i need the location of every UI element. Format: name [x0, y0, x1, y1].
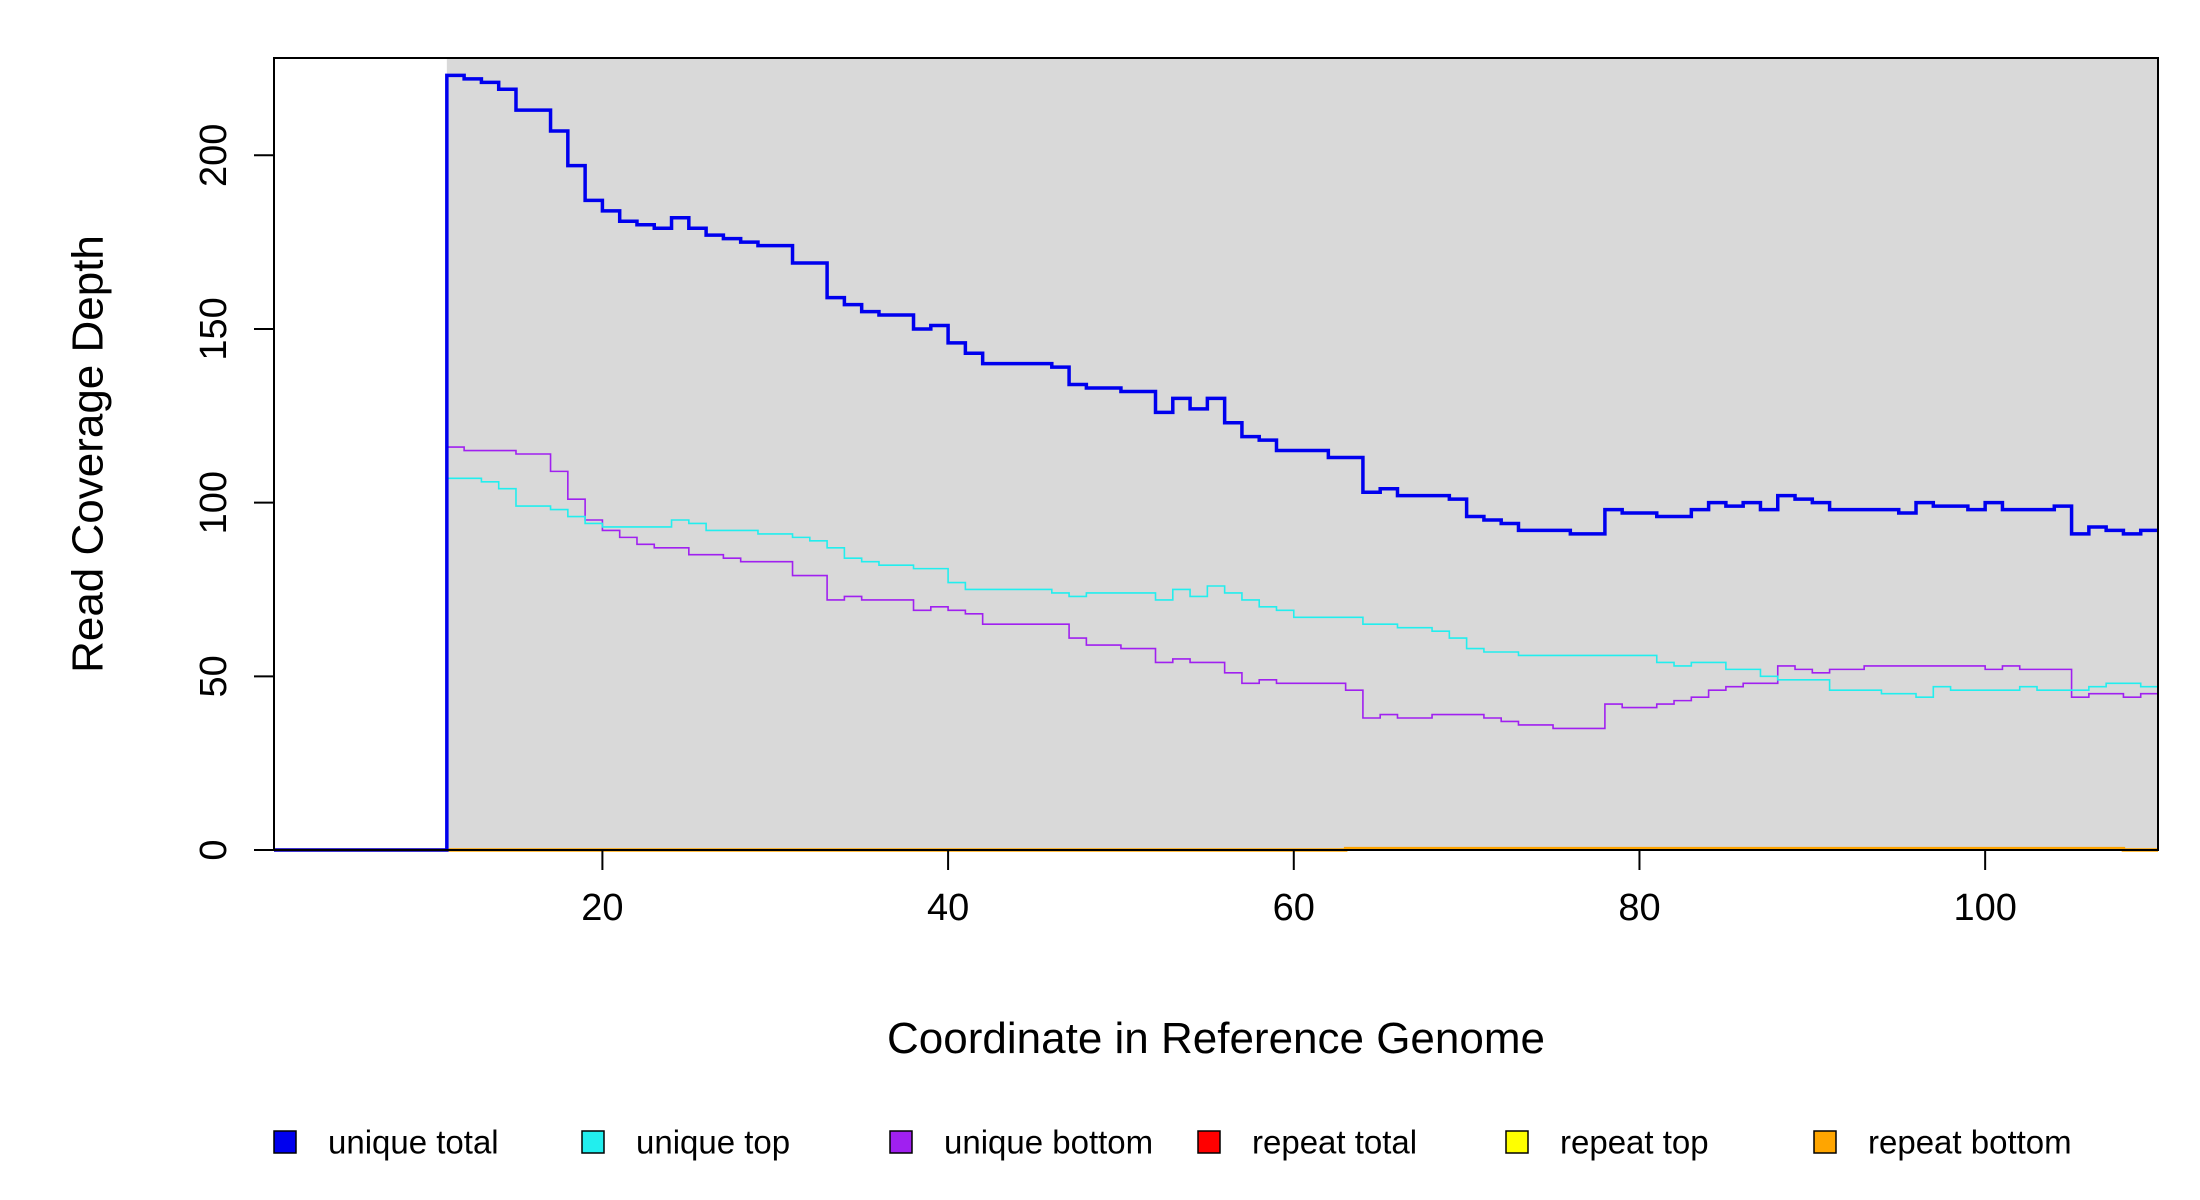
- y-tick-label: 50: [193, 655, 235, 697]
- legend-swatch-repeat-total: [1197, 1130, 1221, 1154]
- x-axis-title: Coordinate in Reference Genome: [887, 1014, 1545, 1063]
- x-tick-label: 40: [927, 887, 969, 929]
- y-tick-label: 0: [193, 839, 235, 860]
- legend-label-unique-total: unique total: [328, 1124, 499, 1161]
- series-unique-total: [274, 73, 2158, 852]
- y-tick-label: 150: [193, 297, 235, 360]
- legend-label-unique-bottom: unique bottom: [944, 1124, 1153, 1161]
- x-tick-label: 20: [581, 887, 623, 929]
- legend-label-repeat-top: repeat top: [1560, 1124, 1709, 1161]
- legend-label-repeat-total: repeat total: [1252, 1124, 1417, 1161]
- x-axis: 20 40 60 80 100: [581, 849, 2017, 929]
- legend-swatch-unique-total: [273, 1130, 297, 1154]
- x-tick-label: 60: [1273, 887, 1315, 929]
- legend-swatch-repeat-top: [1505, 1130, 1529, 1154]
- y-tick-label: 200: [193, 124, 235, 187]
- legend-label-repeat-bottom: repeat bottom: [1868, 1124, 2072, 1161]
- legend-swatch-unique-top: [581, 1130, 605, 1154]
- x-tick-label: 80: [1618, 887, 1660, 929]
- series-unique-top: [274, 477, 2158, 851]
- legend: unique total unique top unique bottom repea…: [273, 1124, 2072, 1161]
- x-tick-label: 100: [1953, 887, 2016, 929]
- series-unique-bottom: [274, 446, 2158, 851]
- legend-swatch-repeat-bottom: [1813, 1130, 1837, 1154]
- legend-swatch-unique-bottom: [889, 1130, 913, 1154]
- legend-label-unique-top: unique top: [636, 1124, 790, 1161]
- y-axis-title: Read Coverage Depth: [64, 235, 113, 673]
- covered-region-shading: [446, 58, 2159, 850]
- y-axis: 0 50 100 150 200: [193, 124, 275, 861]
- y-tick-label: 100: [193, 471, 235, 534]
